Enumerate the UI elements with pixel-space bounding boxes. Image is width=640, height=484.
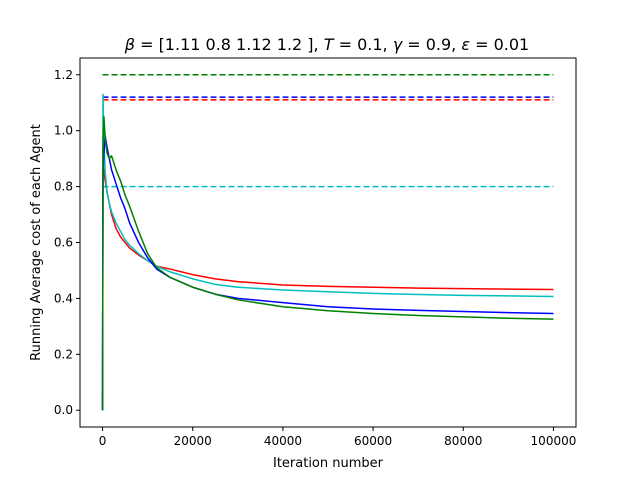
title-t-value: = 0.1, [333,35,392,54]
y-tick-label: 0.4 [54,291,73,305]
x-tick-label: 40000 [264,434,302,448]
x-tick-label: 20000 [174,434,212,448]
x-tick-label: 80000 [444,434,482,448]
title-gamma-symbol: γ [393,35,404,54]
series-line [101,93,554,411]
reference-lines [102,74,554,188]
y-tick-label: 1.0 [54,124,73,138]
x-tick-label: 0 [99,434,107,448]
y-tick-label: 1.2 [54,68,73,82]
title-epsilon-value: = 0.01 [470,35,529,54]
title-beta-value: = [1.11 0.8 1.12 1.2 ], [135,35,324,54]
title-gamma-value: = 0.9, [402,35,461,54]
y-axis-ticks: 0.0 0.2 0.4 0.6 0.8 1.0 1.2 [54,68,80,417]
x-axis-label: Iteration number [273,456,384,471]
title-epsilon-symbol: ε [461,35,470,54]
x-tick-label: 60000 [354,434,392,448]
plot-frame [79,57,577,428]
y-tick-label: 0.6 [54,236,73,250]
x-axis-ticks: 0 20000 40000 60000 80000 100000 [99,427,577,448]
y-tick-label: 0.0 [54,403,73,417]
y-tick-label: 0.2 [54,347,73,361]
title-beta-symbol: β [124,35,135,54]
y-tick-label: 0.8 [54,180,73,194]
chart-title: β = [1.11 0.8 1.12 1.2 ], T = 0.1, γ = 0… [124,35,529,54]
y-axis-label: Running Average cost of each Agent [29,124,44,361]
x-tick-label: 100000 [531,434,577,448]
title-t-symbol: T [324,35,335,54]
series-line [101,115,554,411]
series-lines [101,93,554,411]
